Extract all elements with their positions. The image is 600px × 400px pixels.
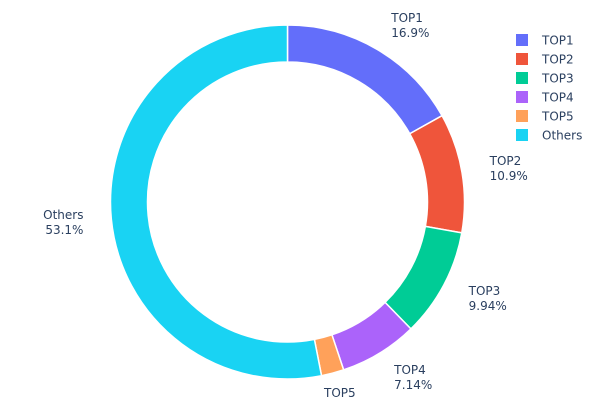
slice-top1 [286,24,444,135]
legend-label-top4: TOP4 [541,91,574,105]
legend-swatch-top2 [516,53,528,65]
slice-label-top4: TOP4 7.14% [393,363,432,392]
legend-swatch-others [516,129,528,141]
legend-label-top1: TOP1 [541,34,574,48]
legend-label-others: Others [542,129,582,143]
chart-legend: TOP1 TOP2 TOP3 TOP4 TOP5 Others [516,34,582,143]
slice-labels: TOP1 16.9% TOP2 10.9% TOP3 9.94% TOP4 7.14% TOP5… [43,11,528,400]
slice-top2 [408,114,466,234]
slice-label-top2: TOP2 10.9% [489,154,528,183]
slice-others [109,24,323,380]
legend-label-top2: TOP2 [541,53,574,67]
slice-label-others: Others 53.1% [43,208,83,237]
legend-swatch-top3 [516,72,528,84]
slice-label-top5: TOP52.06% [321,386,359,400]
slice-label-top3: TOP3 9.94% [468,284,507,313]
legend-swatch-top1 [516,34,528,46]
legend-swatch-top5 [516,110,528,122]
slice-label-top1: TOP1 16.9% [390,11,429,40]
legend-swatch-top4 [516,91,528,103]
legend-label-top3: TOP3 [541,72,574,86]
donut-slices [109,24,466,380]
legend-label-top5: TOP5 [541,110,574,124]
